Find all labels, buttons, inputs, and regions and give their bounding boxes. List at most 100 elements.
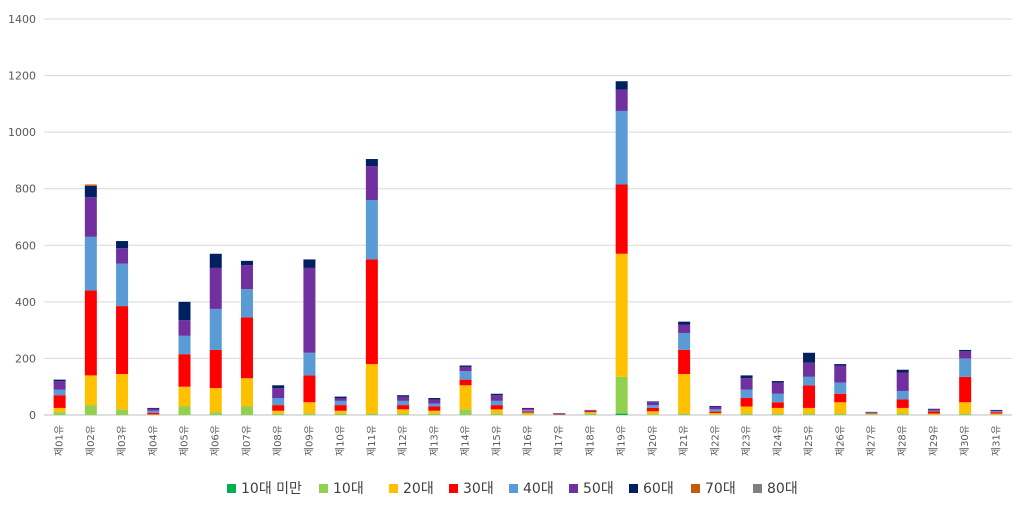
bar-segment (428, 399, 441, 404)
legend-label: 20대 (403, 481, 434, 497)
bar-segment (365, 364, 378, 414)
x-tick-label: 제17유 (553, 425, 565, 456)
x-tick-label: 제26유 (834, 425, 846, 456)
bar-segment (428, 406, 441, 411)
bar-segment (959, 376, 972, 403)
bar-segment (365, 413, 378, 415)
bar-segment (272, 388, 285, 399)
legend-swatch (319, 484, 328, 493)
bar-segment (209, 308, 222, 350)
bar-segment (490, 393, 503, 396)
bar-segment (584, 411, 597, 413)
x-tick-label: 제24유 (772, 425, 784, 456)
bar-segment (990, 412, 1003, 414)
bar-segment (147, 410, 160, 414)
bar-segment (803, 352, 816, 363)
legend-item: 20대 (389, 481, 434, 497)
legend-label: 40대 (523, 481, 554, 497)
legend-swatch (753, 484, 762, 493)
bar-segment (240, 317, 253, 379)
bar-segment (147, 413, 160, 415)
bar-segment (303, 413, 316, 415)
bar-segment (865, 413, 878, 415)
x-tick-label: 제06유 (210, 425, 222, 456)
bar-segment (522, 412, 534, 415)
bar-segment (990, 411, 1003, 413)
legend-swatch (629, 484, 638, 493)
bar-segment (896, 399, 909, 408)
bar-segment (678, 321, 691, 325)
bar-segment (709, 413, 722, 415)
bar-segment (365, 159, 378, 167)
bar-segment (553, 413, 566, 414)
bar-segment (615, 110, 628, 185)
bar-segment (490, 413, 503, 415)
bar-segment (990, 409, 1003, 411)
bar-segment (240, 289, 253, 318)
bar-segment (428, 413, 441, 415)
bar-segment (927, 411, 940, 414)
legend-item: 70대 (691, 481, 736, 497)
legend-label: 30대 (463, 481, 494, 497)
bar-segment (459, 409, 472, 415)
y-tick-label: 600 (15, 239, 36, 252)
bar-segment (553, 413, 566, 415)
bar-segment (209, 349, 222, 389)
bar-segment (53, 412, 66, 415)
bar-segment (896, 413, 909, 415)
bar-segment (397, 396, 410, 401)
legend-label: 80대 (767, 481, 798, 497)
x-tick-label: 제16유 (522, 425, 534, 456)
y-tick-label: 400 (15, 296, 36, 309)
bar-segment (84, 236, 97, 291)
bar-segment (834, 402, 847, 414)
x-tick-label: 제05유 (179, 425, 191, 456)
y-tick-label: 200 (15, 352, 36, 365)
bar-segment (771, 382, 784, 394)
bar-segment (272, 405, 285, 411)
bar-segment (84, 197, 97, 237)
legend-label: 10대 미만 (241, 481, 302, 497)
bar-segment (397, 413, 410, 415)
bar-segment (927, 408, 940, 410)
bar-segment (303, 267, 316, 353)
bar-segment (896, 390, 909, 400)
bar-segment (428, 398, 441, 400)
bar-segment (116, 306, 129, 374)
bar-segment (803, 385, 816, 408)
x-tick-label: 제22유 (709, 425, 721, 456)
x-tick-label: 제09유 (303, 425, 315, 456)
bar-segment (959, 351, 972, 359)
bar-segment (771, 407, 784, 414)
bar-segment (334, 398, 347, 401)
bar-segment (334, 410, 347, 414)
bar-segment (459, 385, 472, 410)
bar-segment (646, 405, 659, 408)
legend-swatch (569, 484, 578, 493)
x-axis-ticks: 제01유 제02유 제03유 제04유 제05유 제06유 제07유 제08유 제09유 제10유… (54, 425, 1003, 456)
legend: 10대 미만 10대 20대 30대 40대 50대 60대 70대 80대 (227, 481, 798, 497)
bar-segment (209, 267, 222, 309)
bar-segment (615, 413, 628, 415)
legend-label: 60대 (643, 481, 674, 497)
bar-segment (896, 369, 909, 373)
bar-segment (678, 413, 691, 415)
bar-segment (397, 409, 410, 414)
bar-segment (803, 413, 816, 415)
bar-segment (522, 414, 534, 415)
bar-segment (990, 414, 1003, 415)
y-tick-label: 1000 (8, 126, 36, 139)
x-tick-label: 제13유 (428, 425, 440, 456)
bar-segment (959, 349, 972, 352)
bar-segment (834, 364, 847, 366)
x-tick-label: 제14유 (460, 425, 472, 456)
bar-segment (459, 379, 472, 386)
bar-segment (865, 412, 878, 413)
bar-segment (53, 381, 66, 390)
bar-segment (116, 373, 129, 410)
bar-segment (553, 414, 566, 416)
bar-segment (709, 411, 722, 414)
x-tick-label: 제28유 (897, 425, 909, 456)
bar-segment (646, 401, 659, 403)
bar-segment (84, 290, 97, 376)
